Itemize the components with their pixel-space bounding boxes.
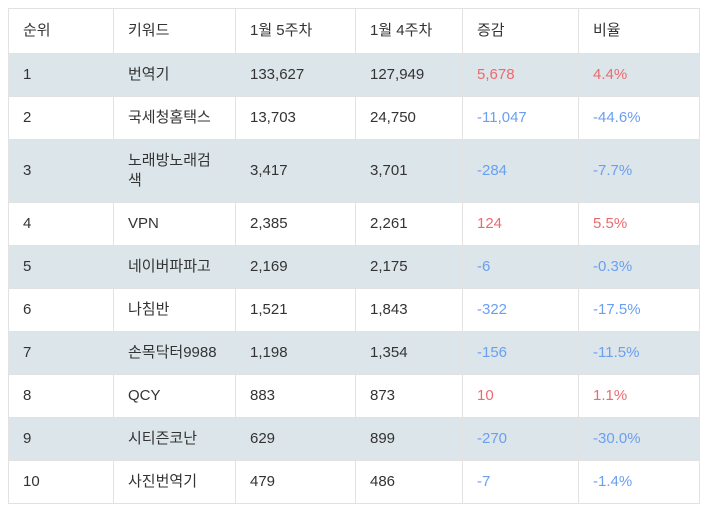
cell-ratio: -30.0%: [578, 417, 700, 461]
cell-week4: 127,949: [355, 53, 463, 97]
cell-week5: 2,385: [235, 202, 356, 246]
cell-ratio: 5.5%: [578, 202, 700, 246]
cell-change: -7: [462, 460, 579, 504]
cell-keyword: 나침반: [113, 288, 236, 332]
cell-week4: 873: [355, 374, 463, 418]
cell-keyword: 노래방노래검색: [113, 139, 236, 203]
table-row: 10 사진번역기 479 486 -7 -1.4%: [8, 460, 700, 504]
cell-change: -322: [462, 288, 579, 332]
cell-ratio: -1.4%: [578, 460, 700, 504]
cell-change: 10: [462, 374, 579, 418]
cell-rank: 8: [8, 374, 114, 418]
cell-change: -284: [462, 139, 579, 203]
header-ratio: 비율: [578, 8, 700, 54]
cell-week4: 1,843: [355, 288, 463, 332]
cell-ratio: 1.1%: [578, 374, 700, 418]
cell-week5: 2,169: [235, 245, 356, 289]
cell-change: 5,678: [462, 53, 579, 97]
header-change: 증감: [462, 8, 579, 54]
table-row: 9 시티즌코난 629 899 -270 -30.0%: [8, 417, 700, 461]
cell-change: -270: [462, 417, 579, 461]
cell-keyword: QCY: [113, 374, 236, 418]
cell-rank: 10: [8, 460, 114, 504]
cell-ratio: -17.5%: [578, 288, 700, 332]
cell-keyword: 손목닥터9988: [113, 331, 236, 375]
cell-week5: 479: [235, 460, 356, 504]
header-row: 순위 키워드 1월 5주차 1월 4주차 증감 비율: [8, 8, 700, 54]
cell-week4: 486: [355, 460, 463, 504]
cell-week5: 883: [235, 374, 356, 418]
cell-week4: 2,175: [355, 245, 463, 289]
cell-week5: 133,627: [235, 53, 356, 97]
cell-change: -156: [462, 331, 579, 375]
cell-change: -6: [462, 245, 579, 289]
cell-week4: 3,701: [355, 139, 463, 203]
cell-keyword: VPN: [113, 202, 236, 246]
table-header: 순위 키워드 1월 5주차 1월 4주차 증감 비율: [8, 8, 700, 54]
table-body: 1 번역기 133,627 127,949 5,678 4.4% 2 국세청홈택스 13,703…: [8, 53, 700, 504]
header-keyword: 키워드: [113, 8, 236, 54]
cell-rank: 5: [8, 245, 114, 289]
table-row: 4 VPN 2,385 2,261 124 5.5%: [8, 202, 700, 246]
cell-ratio: 4.4%: [578, 53, 700, 97]
cell-rank: 2: [8, 96, 114, 140]
keyword-rank-table: 순위 키워드 1월 5주차 1월 4주차 증감 비율 1 번역기 133,627 12…: [8, 8, 700, 504]
cell-week5: 1,198: [235, 331, 356, 375]
table-row: 5 네이버파파고 2,169 2,175 -6 -0.3%: [8, 245, 700, 289]
header-rank: 순위: [8, 8, 114, 54]
cell-ratio: -0.3%: [578, 245, 700, 289]
cell-week5: 3,417: [235, 139, 356, 203]
cell-week4: 2,261: [355, 202, 463, 246]
table-row: 2 국세청홈택스 13,703 24,750 -11,047 -44.6%: [8, 96, 700, 140]
cell-rank: 4: [8, 202, 114, 246]
cell-rank: 1: [8, 53, 114, 97]
cell-week5: 1,521: [235, 288, 356, 332]
table-row: 7 손목닥터9988 1,198 1,354 -156 -11.5%: [8, 331, 700, 375]
cell-keyword: 번역기: [113, 53, 236, 97]
cell-ratio: -11.5%: [578, 331, 700, 375]
cell-week4: 1,354: [355, 331, 463, 375]
table-row: 6 나침반 1,521 1,843 -322 -17.5%: [8, 288, 700, 332]
cell-keyword: 네이버파파고: [113, 245, 236, 289]
cell-rank: 7: [8, 331, 114, 375]
table-row: 3 노래방노래검색 3,417 3,701 -284 -7.7%: [8, 139, 700, 203]
header-week5: 1월 5주차: [235, 8, 356, 54]
cell-keyword: 국세청홈택스: [113, 96, 236, 140]
table-row: 8 QCY 883 873 10 1.1%: [8, 374, 700, 418]
cell-rank: 3: [8, 139, 114, 203]
cell-week4: 24,750: [355, 96, 463, 140]
cell-ratio: -44.6%: [578, 96, 700, 140]
table-row: 1 번역기 133,627 127,949 5,678 4.4%: [8, 53, 700, 97]
cell-week5: 629: [235, 417, 356, 461]
cell-week4: 899: [355, 417, 463, 461]
cell-keyword: 시티즌코난: [113, 417, 236, 461]
header-week4: 1월 4주차: [355, 8, 463, 54]
cell-change: -11,047: [462, 96, 579, 140]
cell-rank: 9: [8, 417, 114, 461]
cell-ratio: -7.7%: [578, 139, 700, 203]
cell-week5: 13,703: [235, 96, 356, 140]
cell-rank: 6: [8, 288, 114, 332]
cell-change: 124: [462, 202, 579, 246]
cell-keyword: 사진번역기: [113, 460, 236, 504]
